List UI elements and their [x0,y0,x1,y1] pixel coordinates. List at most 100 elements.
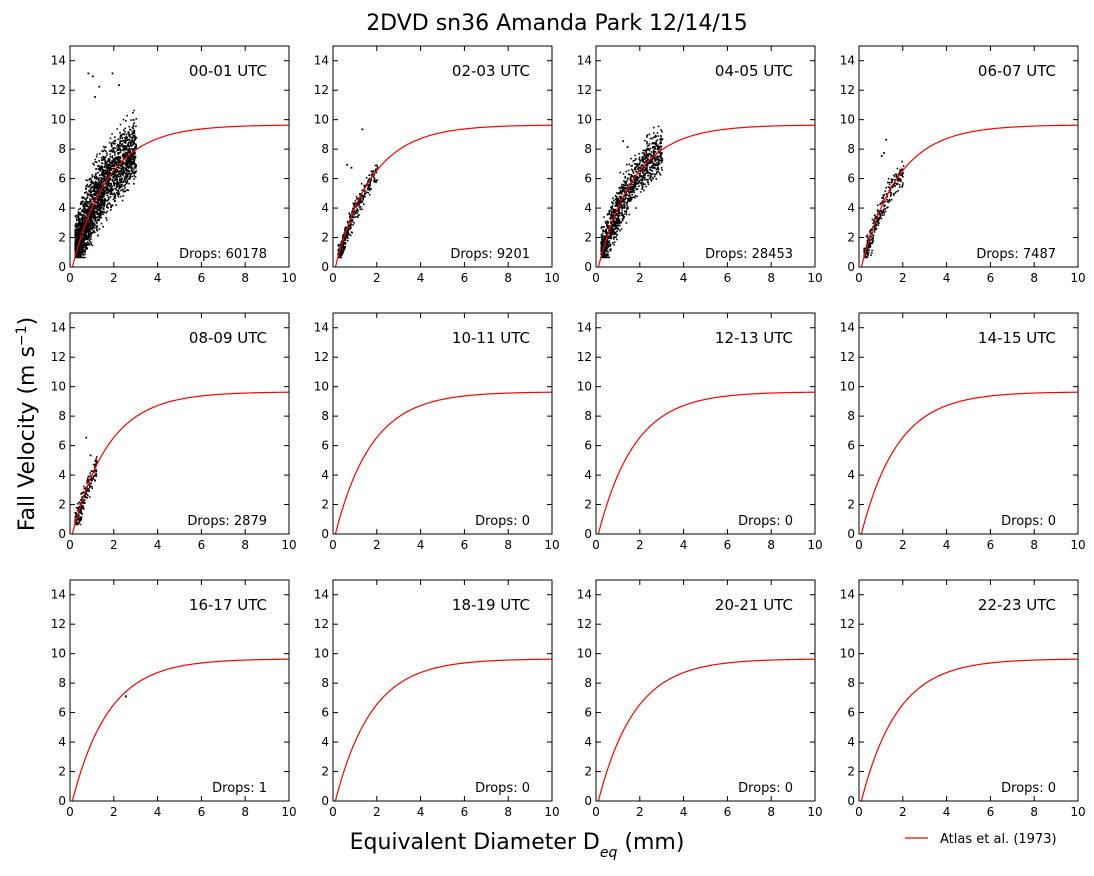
x-tick-label: 8 [1030,538,1038,552]
y-tick-label: 6 [584,439,592,453]
x-tick-label: 0 [66,271,74,285]
y-tick-label: 4 [58,735,66,749]
y-tick-label: 10 [840,113,855,127]
x-tick-label: 8 [767,271,775,285]
x-tick-label: 8 [504,538,512,552]
panel-4: 0 2 4 6 8 10 0 2 4 6 8 10 12 14 08-09 UTC Drops: 2879 [51,312,297,552]
atlas-curve [597,124,815,267]
x-axis-label-main: Equivalent Diameter D [350,830,600,855]
x-tick-label: 2 [110,805,118,819]
drop-point [124,695,127,698]
drop-points [74,109,138,259]
x-tick-label: 8 [1030,271,1038,285]
y-axis-label: Fall Velocity (m s−1) [14,317,40,531]
y-tick-label: 6 [584,706,592,720]
y-tick-label: 8 [584,409,592,423]
panel-time-label: 10-11 UTC [452,329,530,347]
x-axis-label-tail: (mm) [617,830,684,855]
x-tick-label: 0 [592,805,600,819]
y-tick-label: 0 [584,527,592,541]
x-tick-label: 6 [198,271,206,285]
panel-drop-count: Drops: 7487 [976,247,1056,262]
x-tick-label: 10 [807,538,822,552]
y-tick-label: 10 [51,647,66,661]
y-axis-label-main: Fall Velocity (m s [15,346,40,531]
y-tick-label: 14 [840,54,855,68]
x-tick-label: 10 [544,271,559,285]
x-tick-label: 6 [198,805,206,819]
panel-drop-count: Drops: 28453 [705,247,793,262]
y-axis-label-superscript: −1 [14,325,30,346]
plot-area [597,391,815,534]
y-tick-label: 4 [584,201,592,215]
y-tick-label: 8 [321,142,329,156]
y-tick-label: 10 [314,113,329,127]
x-tick-label: 0 [329,538,337,552]
panel-drop-count: Drops: 0 [1001,781,1056,796]
figure-title: 2DVD sn36 Amanda Park 12/14/15 [366,11,748,36]
y-tick-label: 12 [314,617,329,631]
drop-point-outlier [350,166,353,169]
drop-point-outlier [346,163,348,166]
x-tick-label: 6 [724,805,732,819]
y-tick-label: 10 [51,380,66,394]
panel-time-label: 00-01 UTC [189,62,267,80]
atlas-curve [860,658,1078,801]
panel-drop-count: Drops: 0 [1001,514,1056,529]
x-tick-label: 10 [1070,538,1085,552]
y-tick-label: 0 [58,260,66,274]
y-tick-label: 4 [321,468,329,482]
x-tick-label: 2 [636,805,644,819]
y-tick-label: 2 [584,765,592,779]
panel-10: 0 2 4 6 8 10 0 2 4 6 8 10 12 14 20-21 UTC Drops: 0 [577,579,823,819]
y-tick-label: 6 [847,172,855,186]
x-tick-label: 0 [855,271,863,285]
y-tick-label: 0 [58,794,66,808]
x-tick-label: 0 [592,538,600,552]
drop-point-outlier [98,85,101,88]
drop-point-outlier [885,138,888,141]
y-tick-label: 8 [847,142,855,156]
panel-9: 0 2 4 6 8 10 0 2 4 6 8 10 12 14 18-19 UTC Drops: 0 [314,579,560,819]
y-tick-label: 6 [58,439,66,453]
x-tick-label: 0 [66,805,74,819]
y-tick-label: 10 [840,647,855,661]
y-tick-label: 10 [577,113,592,127]
x-tick-label: 2 [899,538,907,552]
x-tick-label: 4 [417,805,425,819]
x-tick-label: 0 [855,538,863,552]
panel-drop-count: Drops: 0 [738,781,793,796]
drop-point-outlier [87,72,90,75]
y-tick-label: 2 [584,231,592,245]
atlas-curve [597,658,815,801]
y-tick-label: 14 [314,588,329,602]
panel-frame [332,579,553,802]
y-tick-label: 14 [51,54,66,68]
x-tick-label: 2 [373,805,381,819]
y-tick-label: 8 [584,676,592,690]
panel-frame [69,579,290,802]
x-tick-label: 0 [329,271,337,285]
plot-area [597,658,815,801]
panel-time-label: 12-13 UTC [715,329,793,347]
panel-0: 0 2 4 6 8 10 0 2 4 6 8 10 12 14 00-01 UTC Drops: 60178 [51,45,297,285]
x-tick-label: 2 [899,271,907,285]
drop-point-outlier [883,152,885,154]
x-tick-label: 8 [767,538,775,552]
x-tick-label: 6 [461,538,469,552]
y-tick-label: 4 [847,201,855,215]
panel-drop-count: Drops: 0 [738,514,793,529]
x-tick-label: 10 [544,805,559,819]
atlas-curve [860,391,1078,534]
panel-frame [858,312,1079,535]
y-tick-label: 8 [321,676,329,690]
x-tick-label: 2 [373,538,381,552]
y-tick-label: 8 [58,409,66,423]
y-tick-label: 8 [58,676,66,690]
y-tick-label: 10 [314,380,329,394]
panel-6: 0 2 4 6 8 10 0 2 4 6 8 10 12 14 12-13 UTC Drops: 0 [577,312,823,552]
y-tick-label: 6 [58,706,66,720]
y-tick-label: 10 [840,380,855,394]
x-tick-label: 0 [592,271,600,285]
atlas-curve [71,124,289,267]
